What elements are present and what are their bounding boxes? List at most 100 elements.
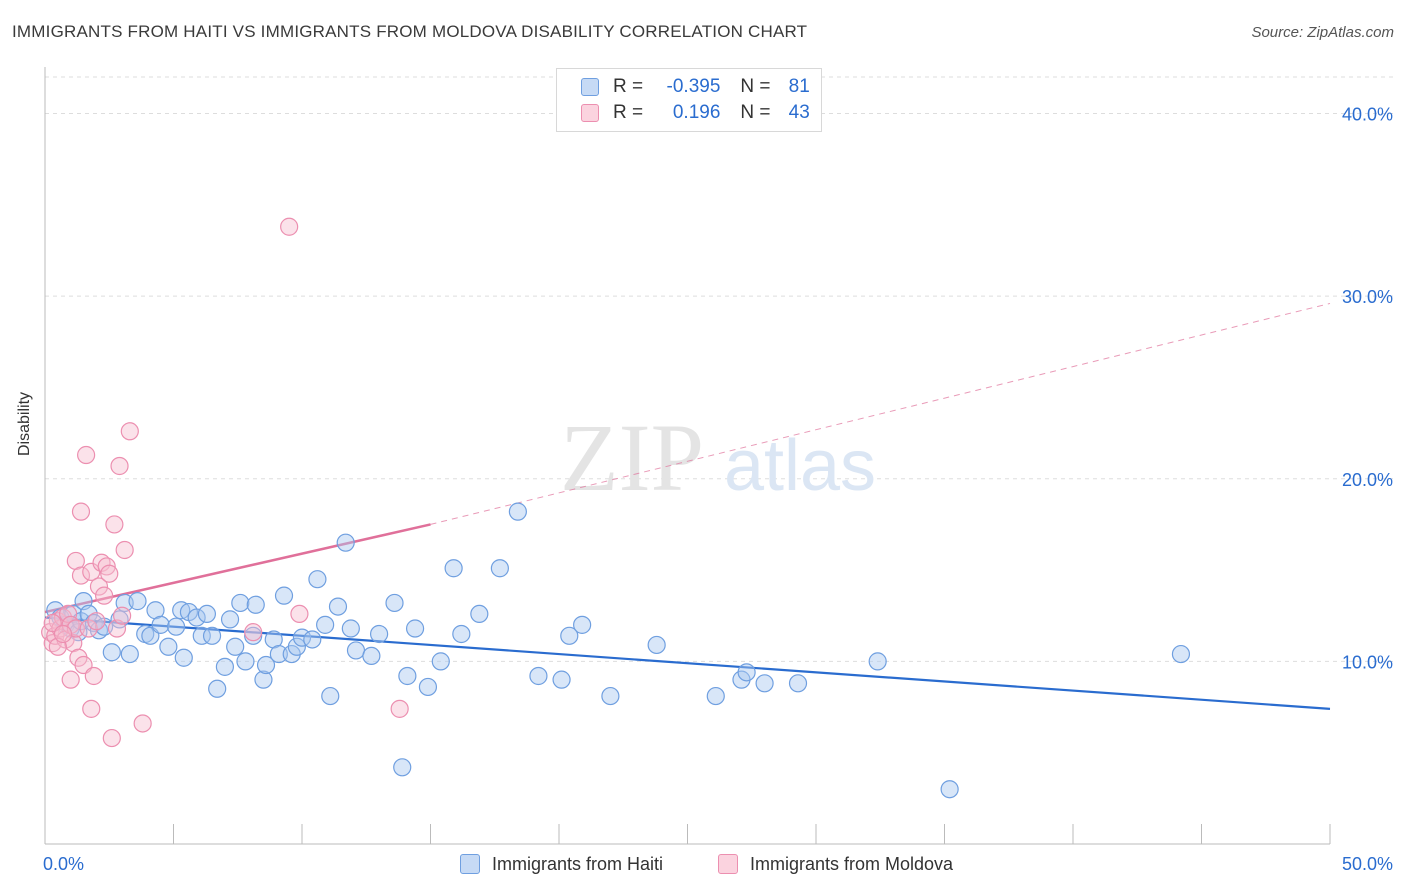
haiti-point-30 [208, 679, 227, 698]
moldova-point-42 [53, 624, 73, 644]
haiti-point-26 [187, 608, 206, 627]
moldova-point-31 [110, 456, 129, 476]
haiti-point-41 [269, 644, 288, 664]
haiti-point-47 [308, 570, 327, 589]
moldova-n-label: N = [740, 102, 771, 123]
watermark-zip: ZIP [560, 404, 704, 511]
moldova-r-value: 0.196 [672, 102, 721, 123]
haiti-point-37 [246, 595, 265, 614]
haiti-legend-label: Immigrants from Haiti [492, 853, 664, 874]
haiti-point-73 [706, 686, 725, 706]
moldova-point-9 [61, 670, 80, 689]
haiti-point-77 [788, 674, 808, 693]
watermark-atlas: atlas [724, 426, 876, 506]
haiti-point-57 [393, 758, 412, 777]
moldova-point-38 [290, 604, 309, 624]
haiti-point-79 [940, 780, 959, 799]
haiti-point-56 [385, 593, 404, 613]
source-credit: Source: ZipAtlas.com [1251, 24, 1394, 41]
moldova-point-26 [97, 557, 116, 576]
legend-item-moldova: Immigrants from Moldova [718, 852, 953, 876]
haiti-point-58 [398, 666, 417, 686]
y-tick-label-30: 30.0% [1342, 287, 1393, 307]
haiti-point-33 [226, 637, 245, 656]
data-points [41, 217, 1191, 799]
haiti-point-51 [336, 533, 355, 552]
haiti-point-27 [192, 626, 211, 645]
moldova-point-17 [77, 445, 96, 465]
stats-legend: R = -0.395 N = 81 R = 0.196 N = 43 [556, 68, 822, 132]
haiti-point-32 [220, 610, 240, 629]
moldova-point-27 [100, 564, 119, 583]
haiti-point-34 [231, 593, 250, 613]
moldova-point-22 [87, 612, 106, 631]
haiti-point-21 [159, 637, 178, 656]
haiti-point-60 [418, 677, 438, 697]
haiti-point-29 [202, 626, 222, 645]
chart-title: IMMIGRANTS FROM HAITI VS IMMIGRANTS FROM… [12, 22, 808, 41]
y-tick-label-40: 40.0% [1342, 105, 1393, 125]
moldova-point-34 [120, 422, 139, 441]
haiti-point-80 [1171, 644, 1191, 664]
haiti-swatch [581, 78, 599, 96]
haiti-point-76 [755, 674, 774, 693]
moldova-point-37 [280, 217, 299, 236]
haiti-point-42 [274, 586, 294, 605]
moldova-r-label: R = [613, 102, 644, 123]
trend-lines [44, 302, 1331, 710]
moldova-legend-label: Immigrants from Moldova [750, 853, 954, 874]
haiti-n-label: N = [740, 76, 771, 97]
grid-lines [45, 76, 1393, 662]
haiti-point-65 [490, 559, 509, 578]
haiti-point-16 [128, 592, 147, 611]
moldova-point-18 [79, 619, 98, 638]
haiti-point-50 [328, 597, 348, 616]
moldova-point-36 [244, 623, 263, 642]
x-tick-label-max: 50.0% [1342, 854, 1393, 874]
haiti-r-value: -0.395 [666, 76, 721, 97]
moldova-point-14 [71, 502, 91, 521]
legend-item-haiti: Immigrants from Haiti [460, 852, 663, 876]
haiti-point-66 [508, 502, 527, 521]
moldova-point-23 [89, 577, 109, 596]
haiti-point-64 [470, 604, 489, 624]
moldova-point-33 [115, 540, 134, 560]
haiti-point-44 [287, 637, 306, 656]
haiti-point-78 [868, 652, 887, 671]
haiti-point-4 [64, 604, 83, 624]
haiti-point-59 [405, 619, 425, 638]
moldova-point-32 [112, 606, 132, 625]
haiti-point-12 [102, 643, 121, 662]
haiti-point-46 [303, 630, 322, 649]
moldova-point-29 [105, 515, 124, 534]
moldova-point-25 [95, 586, 114, 605]
haiti-point-15 [120, 644, 139, 664]
haiti-point-24 [174, 648, 193, 667]
haiti-point-69 [560, 626, 579, 645]
moldova-point-21 [84, 666, 103, 686]
x-tick-label-min: 0.0% [43, 854, 84, 874]
y-tick-label-20: 20.0% [1342, 470, 1393, 490]
legend-row-haiti: R = -0.395 N = 81 [581, 75, 810, 99]
moldova-point-39 [390, 699, 409, 718]
moldova-n-value: 43 [788, 102, 810, 123]
haiti-point-49 [321, 686, 340, 706]
haiti-point-53 [346, 641, 366, 660]
moldova-point-35 [133, 714, 152, 733]
y-axis-label: Disability [16, 391, 33, 456]
haiti-point-71 [601, 686, 620, 706]
haiti-r-label: R = [613, 76, 644, 97]
moldova-swatch [581, 104, 599, 122]
haiti-point-52 [341, 619, 360, 638]
haiti-point-28 [197, 604, 217, 624]
haiti-n-value: 81 [788, 76, 810, 97]
haiti-point-20 [151, 615, 170, 634]
haiti-point-39 [256, 655, 276, 675]
haiti-point-75 [737, 663, 756, 682]
haiti-trend-line [44, 616, 1331, 710]
haiti-point-35 [236, 652, 255, 671]
moldova-trend-extension [430, 302, 1331, 525]
haiti-point-70 [573, 615, 592, 634]
haiti-point-61 [431, 652, 450, 671]
